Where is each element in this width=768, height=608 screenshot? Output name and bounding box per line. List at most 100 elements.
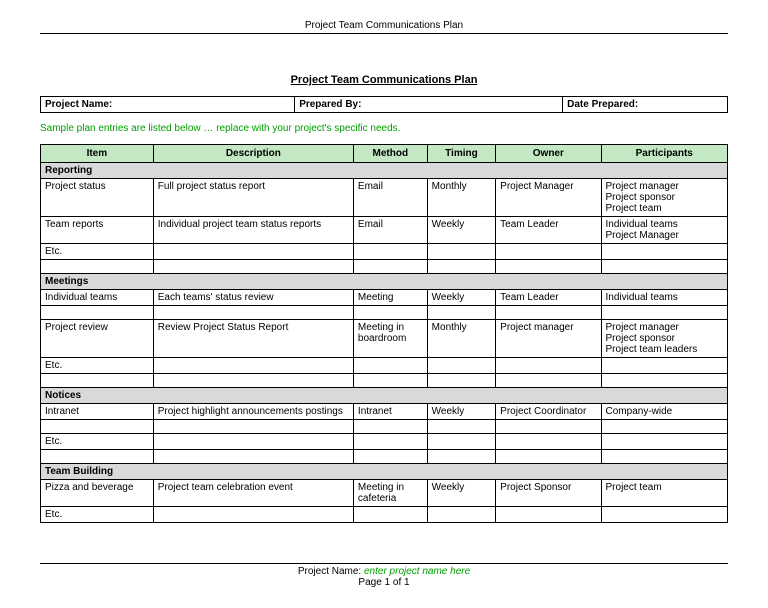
cell-owner: Project manager: [496, 320, 601, 358]
col-description: Description: [153, 145, 353, 163]
cell-part: [601, 420, 727, 434]
cell-part: [601, 450, 727, 464]
cell-timing: Monthly: [427, 320, 495, 358]
table-row: Project status Full project status repor…: [41, 179, 728, 217]
cell-desc: [153, 450, 353, 464]
cell-owner: Project Coordinator: [496, 404, 601, 420]
cell-part: [601, 434, 727, 450]
cell-timing: [427, 306, 495, 320]
section-meetings: Meetings: [41, 274, 728, 290]
table-row: [41, 420, 728, 434]
cell-method: [353, 420, 427, 434]
footer-label: Project Name:: [298, 566, 361, 577]
cell-item: Pizza and beverage: [41, 480, 154, 507]
table-row: [41, 450, 728, 464]
cell-owner: [496, 420, 601, 434]
cell-part: Project managerProject sponsorProject te…: [601, 179, 727, 217]
meta-date-prepared: Date Prepared:: [563, 97, 728, 113]
cell-desc: [153, 306, 353, 320]
cell-part: [601, 507, 727, 523]
table-row: Etc.: [41, 507, 728, 523]
cell-desc: Project team celebration event: [153, 480, 353, 507]
cell-timing: [427, 358, 495, 374]
cell-owner: [496, 450, 601, 464]
cell-timing: [427, 244, 495, 260]
col-participants: Participants: [601, 145, 727, 163]
cell-item: Etc.: [41, 507, 154, 523]
cell-item: Etc.: [41, 434, 154, 450]
cell-desc: Full project status report: [153, 179, 353, 217]
footer-placeholder: enter project name here: [364, 566, 470, 577]
cell-method: Meeting in cafeteria: [353, 480, 427, 507]
communications-table: Item Description Method Timing Owner Par…: [40, 144, 728, 523]
cell-method: Email: [353, 217, 427, 244]
section-reporting: Reporting: [41, 163, 728, 179]
col-timing: Timing: [427, 145, 495, 163]
cell-item: Intranet: [41, 404, 154, 420]
section-label: Notices: [41, 388, 728, 404]
cell-item: Project review: [41, 320, 154, 358]
sample-note: Sample plan entries are listed below … r…: [40, 123, 728, 134]
table-row: Etc.: [41, 434, 728, 450]
cell-owner: Team Leader: [496, 290, 601, 306]
cell-item: [41, 260, 154, 274]
cell-owner: Project Manager: [496, 179, 601, 217]
meta-table: Project Name: Prepared By: Date Prepared…: [40, 96, 728, 113]
footer-page: Page 1 of 1: [40, 577, 728, 588]
header-rule: [40, 33, 728, 34]
cell-part: [601, 244, 727, 260]
table-row: Pizza and beverage Project team celebrat…: [41, 480, 728, 507]
footer-rule: [40, 563, 728, 564]
document-title: Project Team Communications Plan: [40, 74, 728, 86]
cell-desc: [153, 358, 353, 374]
cell-part: Company-wide: [601, 404, 727, 420]
page-footer: Project Name: enter project name here Pa…: [40, 563, 728, 588]
cell-owner: [496, 374, 601, 388]
cell-method: [353, 434, 427, 450]
cell-timing: [427, 450, 495, 464]
footer-project-line: Project Name: enter project name here: [40, 566, 728, 577]
table-row: Etc.: [41, 358, 728, 374]
cell-timing: [427, 374, 495, 388]
cell-method: [353, 507, 427, 523]
section-notices: Notices: [41, 388, 728, 404]
cell-item: [41, 420, 154, 434]
cell-part: [601, 260, 727, 274]
table-row: Team reports Individual project team sta…: [41, 217, 728, 244]
cell-part: Project managerProject sponsorProject te…: [601, 320, 727, 358]
cell-timing: [427, 507, 495, 523]
cell-desc: [153, 434, 353, 450]
cell-method: Intranet: [353, 404, 427, 420]
cell-part: Individual teams: [601, 290, 727, 306]
cell-method: [353, 260, 427, 274]
cell-part: Project team: [601, 480, 727, 507]
cell-desc: [153, 260, 353, 274]
meta-project-name: Project Name:: [41, 97, 295, 113]
table-row: Intranet Project highlight announcements…: [41, 404, 728, 420]
col-owner: Owner: [496, 145, 601, 163]
cell-method: Meeting: [353, 290, 427, 306]
cell-owner: [496, 260, 601, 274]
cell-desc: Review Project Status Report: [153, 320, 353, 358]
cell-method: [353, 374, 427, 388]
section-label: Team Building: [41, 464, 728, 480]
cell-desc: [153, 507, 353, 523]
section-label: Meetings: [41, 274, 728, 290]
cell-item: [41, 450, 154, 464]
cell-owner: Team Leader: [496, 217, 601, 244]
cell-owner: [496, 244, 601, 260]
cell-item: [41, 374, 154, 388]
cell-owner: Project Sponsor: [496, 480, 601, 507]
table-row: Project review Review Project Status Rep…: [41, 320, 728, 358]
cell-item: Individual teams: [41, 290, 154, 306]
table-row: Etc.: [41, 244, 728, 260]
cell-item: Project status: [41, 179, 154, 217]
cell-owner: [496, 507, 601, 523]
cell-part: [601, 358, 727, 374]
cell-method: [353, 358, 427, 374]
cell-timing: Weekly: [427, 480, 495, 507]
table-row: [41, 260, 728, 274]
cell-desc: [153, 420, 353, 434]
cell-part: [601, 374, 727, 388]
cell-desc: Project highlight announcements postings: [153, 404, 353, 420]
